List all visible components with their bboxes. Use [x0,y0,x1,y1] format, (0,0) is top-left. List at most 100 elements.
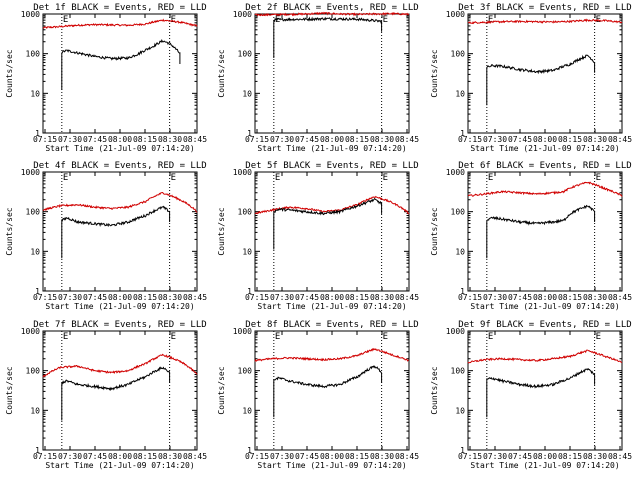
event-marker-label: E [63,15,68,25]
y-tick-label: 1 [247,446,252,455]
x-axis-label: Start Time (21-Jul-09 07:14:20) [257,144,406,153]
x-axis-label: Start Time (21-Jul-09 07:14:20) [45,144,194,153]
y-tick-label: 100 [451,367,466,376]
event-marker-label: E [596,173,601,183]
y-axis-label: Counts/sec [5,366,14,414]
y-tick-label: 1 [35,446,40,455]
x-tick-label: 08:30 [158,293,182,302]
x-tick-label: 07:15 [245,293,269,302]
y-tick-label: 1 [35,287,40,296]
y-tick-label: 100 [26,208,41,217]
event-marker-label: E [275,332,280,342]
x-tick-label: 08:15 [558,452,582,461]
x-tick-label: 07:30 [483,135,507,144]
x-tick-label: 08:00 [108,293,132,302]
event-marker-label: E [596,332,601,342]
y-tick-label: 100 [238,208,253,217]
x-tick-label: 07:30 [483,452,507,461]
x-tick-label: 08:00 [320,135,344,144]
event-marker-label: E [63,332,68,342]
x-tick-label: 07:15 [245,452,269,461]
y-tick-label: 1 [460,287,465,296]
x-tick-label: 07:45 [508,135,532,144]
x-tick-label: 08:00 [108,135,132,144]
y-tick-label: 10 [30,89,40,98]
y-axis-label: Counts/sec [217,49,226,97]
event-marker-label: E [383,332,388,342]
x-tick-label: 08:45 [183,293,207,302]
plot-frame [42,13,198,134]
event-marker-label: E [63,173,68,183]
event-marker-label: E [383,173,388,183]
x-axis-label: Start Time (21-Jul-09 07:14:20) [45,461,194,470]
y-tick-label: 1000 [446,168,465,177]
x-tick-label: 08:00 [533,452,557,461]
x-axis-label: Start Time (21-Jul-09 07:14:20) [470,144,619,153]
x-tick-label: 07:15 [33,452,57,461]
x-tick-label: 07:45 [295,293,319,302]
chart-title: Det 6f BLACK = Events, RED = LLD [458,161,631,171]
events-series-line [273,197,383,250]
lld-series-line [467,349,623,364]
x-tick-label: 08:30 [370,135,394,144]
x-tick-label: 08:30 [583,293,607,302]
chart-title: Det 5f BLACK = Events, RED = LLD [245,161,418,171]
x-tick-label: 07:30 [483,293,507,302]
x-axis-label: Start Time (21-Jul-09 07:14:20) [257,461,406,470]
plot-frame [254,13,410,134]
lld-series-line [42,18,198,30]
x-axis-label: Start Time (21-Jul-09 07:14:20) [45,302,194,311]
x-tick-label: 08:15 [345,135,369,144]
y-tick-label: 1 [247,129,252,138]
lld-series-line [467,18,623,25]
y-tick-label: 100 [238,367,253,376]
x-axis-label: Start Time (21-Jul-09 07:14:20) [257,302,406,311]
y-tick-label: 1000 [446,10,465,19]
y-axis-label: Counts/sec [5,49,14,97]
x-axis-label: Start Time (21-Jul-09 07:14:20) [470,461,619,470]
plot-frame [467,330,623,451]
y-tick-label: 10 [30,247,40,256]
x-tick-label: 08:00 [320,293,344,302]
plot-frame [42,171,198,292]
event-marker-label: E [171,173,176,183]
x-tick-label: 08:15 [558,135,582,144]
y-tick-label: 10 [455,247,465,256]
x-tick-label: 08:45 [395,452,419,461]
y-tick-label: 100 [26,367,41,376]
x-tick-label: 08:45 [183,452,207,461]
y-axis-label: Counts/sec [5,207,14,255]
x-tick-label: 08:00 [533,135,557,144]
events-series-line [61,205,171,259]
event-marker-label: E [275,173,280,183]
plot-frame [254,171,410,292]
x-tick-label: 08:15 [133,293,157,302]
lld-series-line [254,11,410,17]
x-tick-label: 08:45 [608,293,632,302]
y-tick-label: 10 [242,89,252,98]
lld-series-line [254,347,410,362]
y-tick-label: 100 [238,50,253,59]
y-tick-label: 10 [242,247,252,256]
x-tick-label: 07:30 [58,135,82,144]
x-tick-label: 07:15 [33,135,57,144]
events-series-line [486,54,596,106]
x-tick-label: 07:45 [508,452,532,461]
y-tick-label: 10 [30,406,40,415]
y-axis-label: Counts/sec [217,366,226,414]
x-tick-label: 07:15 [245,135,269,144]
x-tick-label: 08:30 [370,452,394,461]
x-tick-label: 07:30 [270,452,294,461]
y-tick-label: 1 [247,287,252,296]
x-tick-label: 08:15 [345,293,369,302]
y-tick-label: 100 [451,50,466,59]
x-axis-label: Start Time (21-Jul-09 07:14:20) [470,302,619,311]
plot-frame [467,13,623,134]
y-axis-label: Counts/sec [217,207,226,255]
events-series-line [61,366,171,421]
